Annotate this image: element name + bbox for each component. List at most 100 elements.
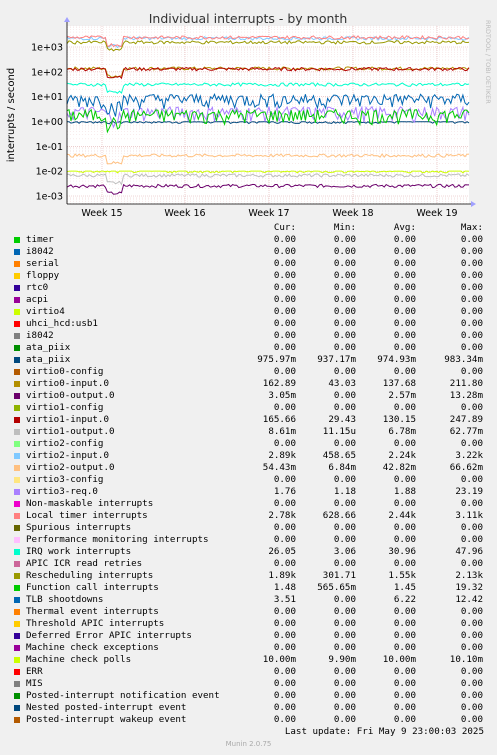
legend-swatch [14,621,20,627]
legend-series-name: Non-maskable interrupts [26,498,154,509]
series-line [66,153,470,165]
legend-swatch [14,669,20,675]
legend-row: Machine check polls 10.00m 9.90m 10.00m 10.1… [0,654,497,666]
legend-avg-value: 30.96 [388,546,416,557]
legend-series-name: timer [26,234,54,245]
y-axis-arrow [64,17,70,22]
legend-avg-value: 0.00 [393,522,416,533]
legend-swatch [14,429,20,435]
legend-swatch [14,417,20,423]
legend-swatch [14,573,20,579]
legend-swatch [14,249,20,255]
legend-min-value: 301.71 [322,570,356,581]
legend-min-value: 0.00 [333,438,356,449]
legend-cur-value: 2.89k [268,450,296,461]
legend-swatch [14,357,20,363]
legend-row: Non-maskable interrupts 0.00 0.00 0.00 0.00 [0,498,497,510]
legend-row: Spurious interrupts 0.00 0.00 0.00 0.00 [0,522,497,534]
legend-max-value: 0.00 [460,714,483,725]
legend-swatch [14,273,20,279]
legend-series-name: virtio0-config [26,366,104,377]
legend-series-name: virtio3-config [26,474,104,485]
legend-series-name: ata_piix [26,342,71,353]
legend-row: i8042 0.00 0.00 0.00 0.00 [0,246,497,258]
legend-min-value: 29.43 [328,414,356,425]
legend-series-name: uhci_hcd:usb1 [26,318,98,329]
legend-row: virtio1-output.0 8.61m 11.15u 6.78m 62.77m [0,426,497,438]
legend-max-value: 211.80 [449,378,483,389]
legend-min-value: 0.00 [333,342,356,353]
legend-min-value: 0.00 [333,234,356,245]
legend-row: Nested posted-interrupt event 0.00 0.00 0.0… [0,702,497,714]
legend-min-value: 628.66 [322,510,356,521]
chart: 1e+03 1e+02 1e+01 1e+00 1e-01 1e-02 1e-03 Week … [0,0,497,222]
series-line [66,82,470,94]
legend-series-name: IRQ work interrupts [26,546,132,557]
legend-swatch [14,465,20,471]
chart-title: Individual interrupts - by month [149,11,348,26]
legend-row: APIC ICR read retries 0.00 0.00 0.00 0.00 [0,558,497,570]
legend-cur-value: 0.00 [273,618,296,629]
legend-series-name: rtc0 [26,282,49,293]
legend-min-value: 0.00 [333,390,356,401]
legend-row: serial 0.00 0.00 0.00 0.00 [0,258,497,270]
legend-avg-value: 0.00 [393,474,416,485]
legend-avg-value: 6.78m [388,426,416,437]
legend-row: floppy 0.00 0.00 0.00 0.00 [0,270,497,282]
legend-row: Rescheduling interrupts 1.89k 301.71 1.55k 2… [0,570,497,582]
legend-avg-value: 130.15 [382,414,416,425]
legend-series-name: virtio0-output.0 [26,390,115,401]
legend-avg-value: 0.00 [393,330,416,341]
legend-cur-value: 0.00 [273,366,296,377]
series-line [66,66,470,80]
legend-cur-value: 1.76 [273,486,296,497]
legend-row: Deferred Error APIC interrupts 0.00 0.00 0.… [0,630,497,642]
header-max: Max: [460,222,483,233]
legend-min-value: 1.18 [333,486,356,497]
legend-swatch [14,309,20,315]
y-tick-label: 1e+03 [31,43,63,54]
legend-swatch [14,513,20,519]
legend-avg-value: 0.00 [393,666,416,677]
legend-series-name: Posted-interrupt notification event [26,690,220,701]
legend-row: virtio2-input.0 2.89k 458.65 2.24k 3.22k [0,450,497,462]
legend-series-name: virtio0-input.0 [26,378,109,389]
x-tick-label: Week 16 [164,208,205,219]
legend-max-value: 0.00 [460,438,483,449]
legend-min-value: 937.17m [317,354,356,365]
legend-row: uhci_hcd:usb1 0.00 0.00 0.00 0.00 [0,318,497,330]
legend-swatch [14,681,20,687]
legend-swatch [14,477,20,483]
legend-series-name: APIC ICR read retries [26,558,143,569]
legend-series-name: ERR [26,666,43,677]
legend-avg-value: 0.00 [393,606,416,617]
legend-avg-value: 137.68 [382,378,416,389]
legend-cur-value: 0.00 [273,678,296,689]
legend-series-name: virtio1-config [26,402,104,413]
legend-max-value: 0.00 [460,678,483,689]
legend-swatch [14,261,20,267]
legend-max-value: 0.00 [460,342,483,353]
legend-max-value: 23.19 [455,486,483,497]
legend-swatch [14,501,20,507]
legend-series-name: Thermal event interrupts [26,606,159,617]
legend-cur-value: 0.00 [273,258,296,269]
legend-max-value: 2.13k [455,570,483,581]
legend-avg-value: 0.00 [393,402,416,413]
legend-max-value: 19.32 [455,582,483,593]
legend-max-value: 13.28m [449,390,483,401]
series-line [66,92,470,117]
legend-swatch [14,393,20,399]
legend-swatch [14,717,20,723]
legend-avg-value: 0.00 [393,498,416,509]
legend-min-value: 0.00 [333,558,356,569]
legend-row: virtio2-output.0 54.43m 6.84m 42.82m 66.62m [0,462,497,474]
legend-avg-value: 1.45 [393,582,416,593]
legend-series-name: virtio2-output.0 [26,462,115,473]
legend-series-name: Spurious interrupts [26,522,132,533]
legend-series-name: virtio4 [26,306,65,317]
legend-row: ERR 0.00 0.00 0.00 0.00 [0,666,497,678]
legend-series-name: Local timer interrupts [26,510,148,521]
legend-swatch [14,693,20,699]
legend-swatch [14,321,20,327]
